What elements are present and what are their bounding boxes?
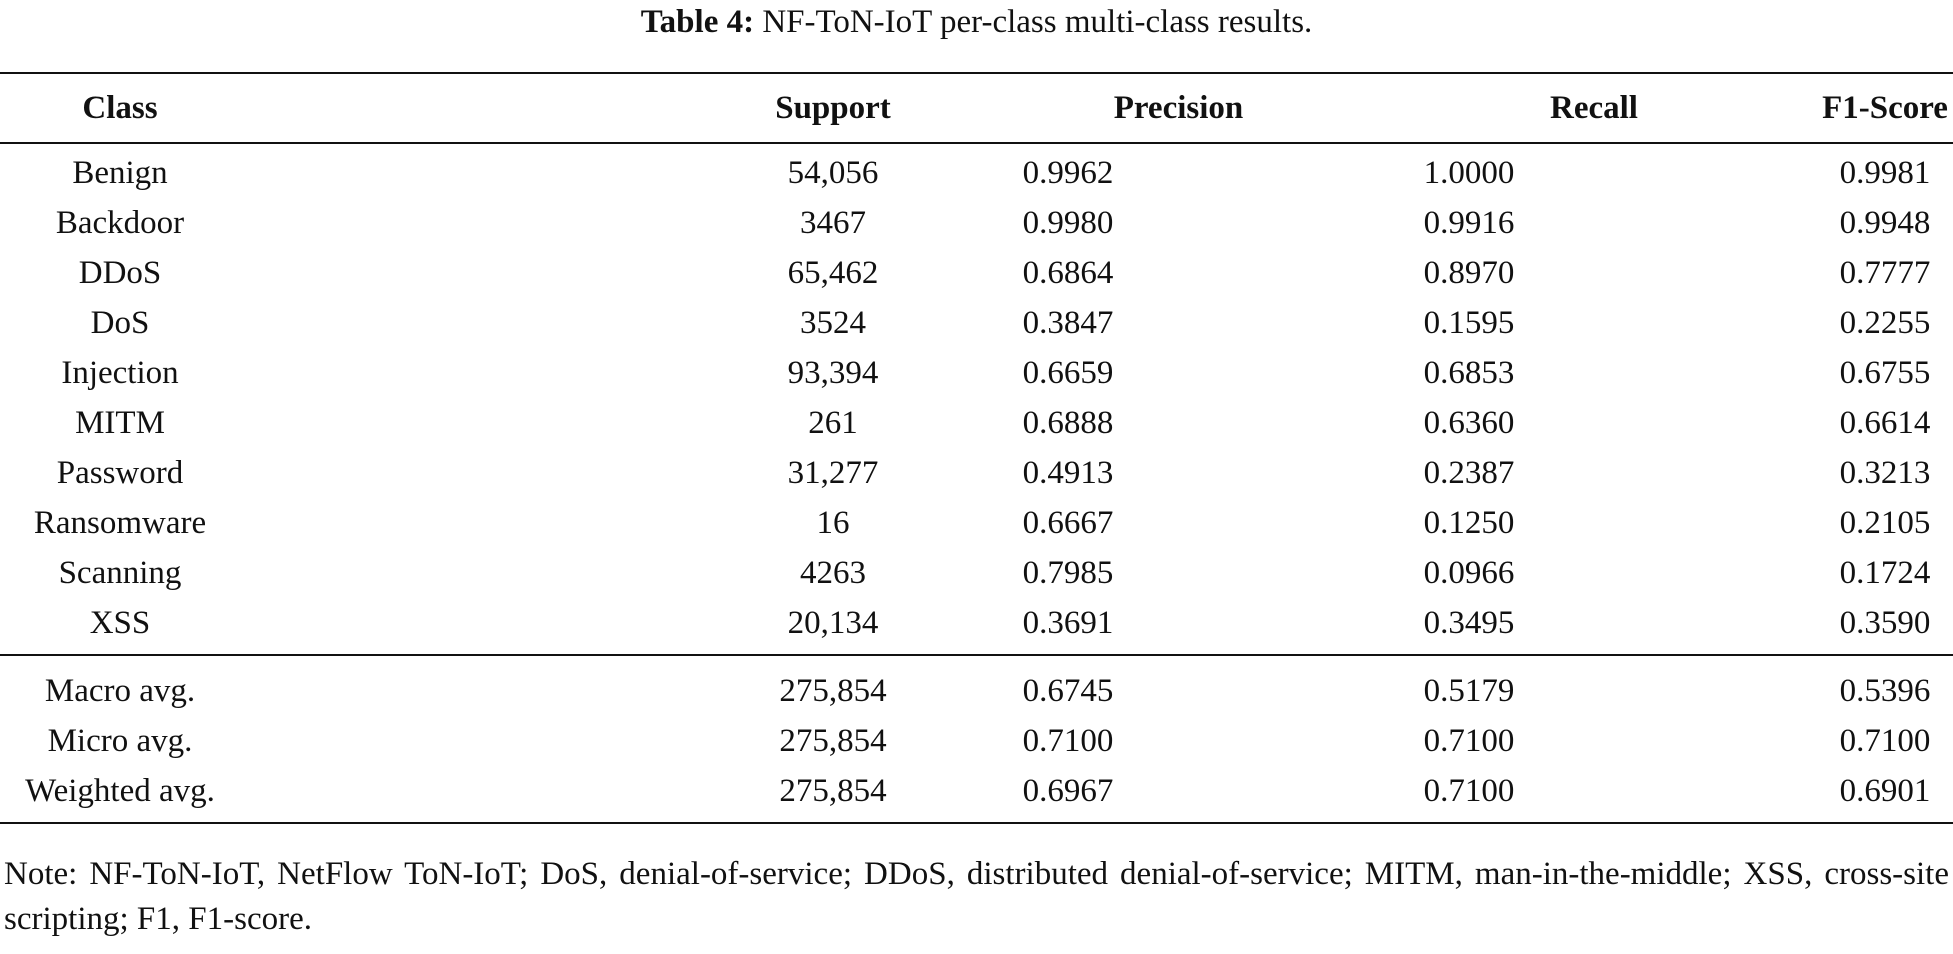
table-row: DDoS 65,462 0.6864 0.8970 0.7777 bbox=[0, 248, 1953, 298]
cell-support: 275,854 bbox=[779, 673, 887, 709]
cell-support: 20,134 bbox=[787, 605, 879, 641]
cell-class: Ransomware bbox=[33, 505, 207, 541]
cell-support: 3467 bbox=[800, 205, 866, 241]
cell-precision: 0.3847 bbox=[1022, 305, 1114, 341]
cell-class: DDoS bbox=[78, 255, 162, 291]
table-row: Password 31,277 0.4913 0.2387 0.3213 bbox=[0, 448, 1953, 498]
caption-label: Table 4: bbox=[640, 4, 755, 40]
header-f1-score: F1-Score bbox=[1822, 90, 1948, 126]
cell-recall: 0.6360 bbox=[1423, 405, 1515, 441]
cell-precision: 0.6659 bbox=[1022, 355, 1114, 391]
cell-f1-score: 0.3590 bbox=[1839, 605, 1931, 641]
table-row: Scanning 4263 0.7985 0.0966 0.1724 bbox=[0, 548, 1953, 598]
cell-class: Macro avg. bbox=[44, 673, 196, 709]
cell-recall: 0.8970 bbox=[1423, 255, 1515, 291]
cell-recall: 0.1250 bbox=[1423, 505, 1515, 541]
cell-f1-score: 0.2255 bbox=[1839, 305, 1931, 341]
header-class: Class bbox=[82, 90, 158, 126]
cell-support: 65,462 bbox=[787, 255, 879, 291]
cell-recall: 0.2387 bbox=[1423, 455, 1515, 491]
cell-precision: 0.6667 bbox=[1022, 505, 1114, 541]
cell-precision: 0.9962 bbox=[1022, 155, 1114, 191]
cell-recall: 0.3495 bbox=[1423, 605, 1515, 641]
cell-f1-score: 0.9948 bbox=[1839, 205, 1931, 241]
cell-support: 54,056 bbox=[787, 155, 879, 191]
caption-text: NF-ToN-IoT per-class multi-class results… bbox=[762, 4, 1313, 40]
cell-precision: 0.6864 bbox=[1022, 255, 1114, 291]
table-row: Backdoor 3467 0.9980 0.9916 0.9948 bbox=[0, 198, 1953, 248]
header-precision: Precision bbox=[1113, 90, 1244, 126]
cell-class: Scanning bbox=[58, 555, 182, 591]
cell-class: XSS bbox=[89, 605, 151, 641]
cell-precision: 0.7100 bbox=[1022, 723, 1114, 759]
cell-class: Benign bbox=[72, 155, 168, 191]
cell-support: 261 bbox=[808, 405, 858, 441]
cell-precision: 0.4913 bbox=[1022, 455, 1114, 491]
cell-f1-score: 0.3213 bbox=[1839, 455, 1931, 491]
table-row: Ransomware 16 0.6667 0.1250 0.2105 bbox=[0, 498, 1953, 548]
cell-f1-score: 0.2105 bbox=[1839, 505, 1931, 541]
cell-class: Micro avg. bbox=[47, 723, 193, 759]
cell-precision: 0.6745 bbox=[1022, 673, 1114, 709]
table-row: Macro avg. 275,854 0.6745 0.5179 0.5396 bbox=[0, 655, 1953, 716]
cell-f1-score: 0.5396 bbox=[1839, 673, 1931, 709]
cell-f1-score: 0.6614 bbox=[1839, 405, 1931, 441]
cell-class: Weighted avg. bbox=[25, 773, 215, 809]
results-table: Class Support Precision Recall F1-Score … bbox=[0, 72, 1953, 824]
average-rows: Macro avg. 275,854 0.6745 0.5179 0.5396 Micro… bbox=[0, 655, 1953, 823]
cell-f1-score: 0.6901 bbox=[1839, 773, 1931, 809]
cell-precision: 0.6967 bbox=[1022, 773, 1114, 809]
cell-recall: 0.9916 bbox=[1423, 205, 1515, 241]
cell-class: Password bbox=[56, 455, 184, 491]
cell-support: 4263 bbox=[800, 555, 866, 591]
cell-class: Backdoor bbox=[55, 205, 185, 241]
cell-support: 275,854 bbox=[779, 723, 887, 759]
cell-recall: 1.0000 bbox=[1423, 155, 1515, 191]
cell-support: 31,277 bbox=[787, 455, 879, 491]
header-recall: Recall bbox=[1550, 90, 1638, 126]
header-row: Class Support Precision Recall F1-Score bbox=[0, 73, 1953, 143]
table-note: Note: NF-ToN-IoT, NetFlow ToN-IoT; DoS, … bbox=[4, 856, 1949, 937]
table-row: Micro avg. 275,854 0.7100 0.7100 0.7100 bbox=[0, 716, 1953, 766]
cell-precision: 0.7985 bbox=[1022, 555, 1114, 591]
table-row: Weighted avg. 275,854 0.6967 0.7100 0.6901 bbox=[0, 766, 1953, 823]
cell-recall: 0.0966 bbox=[1423, 555, 1515, 591]
table-row: DoS 3524 0.3847 0.1595 0.2255 bbox=[0, 298, 1953, 348]
cell-precision: 0.3691 bbox=[1022, 605, 1114, 641]
cell-class: MITM bbox=[75, 405, 165, 441]
table-row: Benign 54,056 0.9962 1.0000 0.9981 bbox=[0, 143, 1953, 198]
cell-precision: 0.6888 bbox=[1022, 405, 1114, 441]
cell-f1-score: 0.6755 bbox=[1839, 355, 1931, 391]
cell-recall: 0.7100 bbox=[1423, 773, 1515, 809]
header-support: Support bbox=[775, 90, 891, 126]
cell-recall: 0.7100 bbox=[1423, 723, 1515, 759]
cell-class: DoS bbox=[90, 305, 150, 341]
table-row: Injection 93,394 0.6659 0.6853 0.6755 bbox=[0, 348, 1953, 398]
cell-support: 275,854 bbox=[779, 773, 887, 809]
cell-f1-score: 0.9981 bbox=[1839, 155, 1931, 191]
cell-recall: 0.6853 bbox=[1423, 355, 1515, 391]
cell-precision: 0.9980 bbox=[1022, 205, 1114, 241]
cell-support: 3524 bbox=[800, 305, 866, 341]
cell-recall: 0.1595 bbox=[1423, 305, 1515, 341]
cell-f1-score: 0.1724 bbox=[1839, 555, 1931, 591]
table-row: XSS 20,134 0.3691 0.3495 0.3590 bbox=[0, 598, 1953, 655]
cell-f1-score: 0.7100 bbox=[1839, 723, 1931, 759]
cell-support: 16 bbox=[816, 505, 850, 541]
cell-f1-score: 0.7777 bbox=[1839, 255, 1931, 291]
cell-support: 93,394 bbox=[787, 355, 879, 391]
table-caption: Table 4: NF-ToN-IoT per-class multi-clas… bbox=[0, 0, 1953, 44]
class-rows: Benign 54,056 0.9962 1.0000 0.9981 Backdoor 34… bbox=[0, 143, 1953, 655]
cell-recall: 0.5179 bbox=[1423, 673, 1515, 709]
cell-class: Injection bbox=[61, 355, 179, 391]
table-row: MITM 261 0.6888 0.6360 0.6614 bbox=[0, 398, 1953, 448]
